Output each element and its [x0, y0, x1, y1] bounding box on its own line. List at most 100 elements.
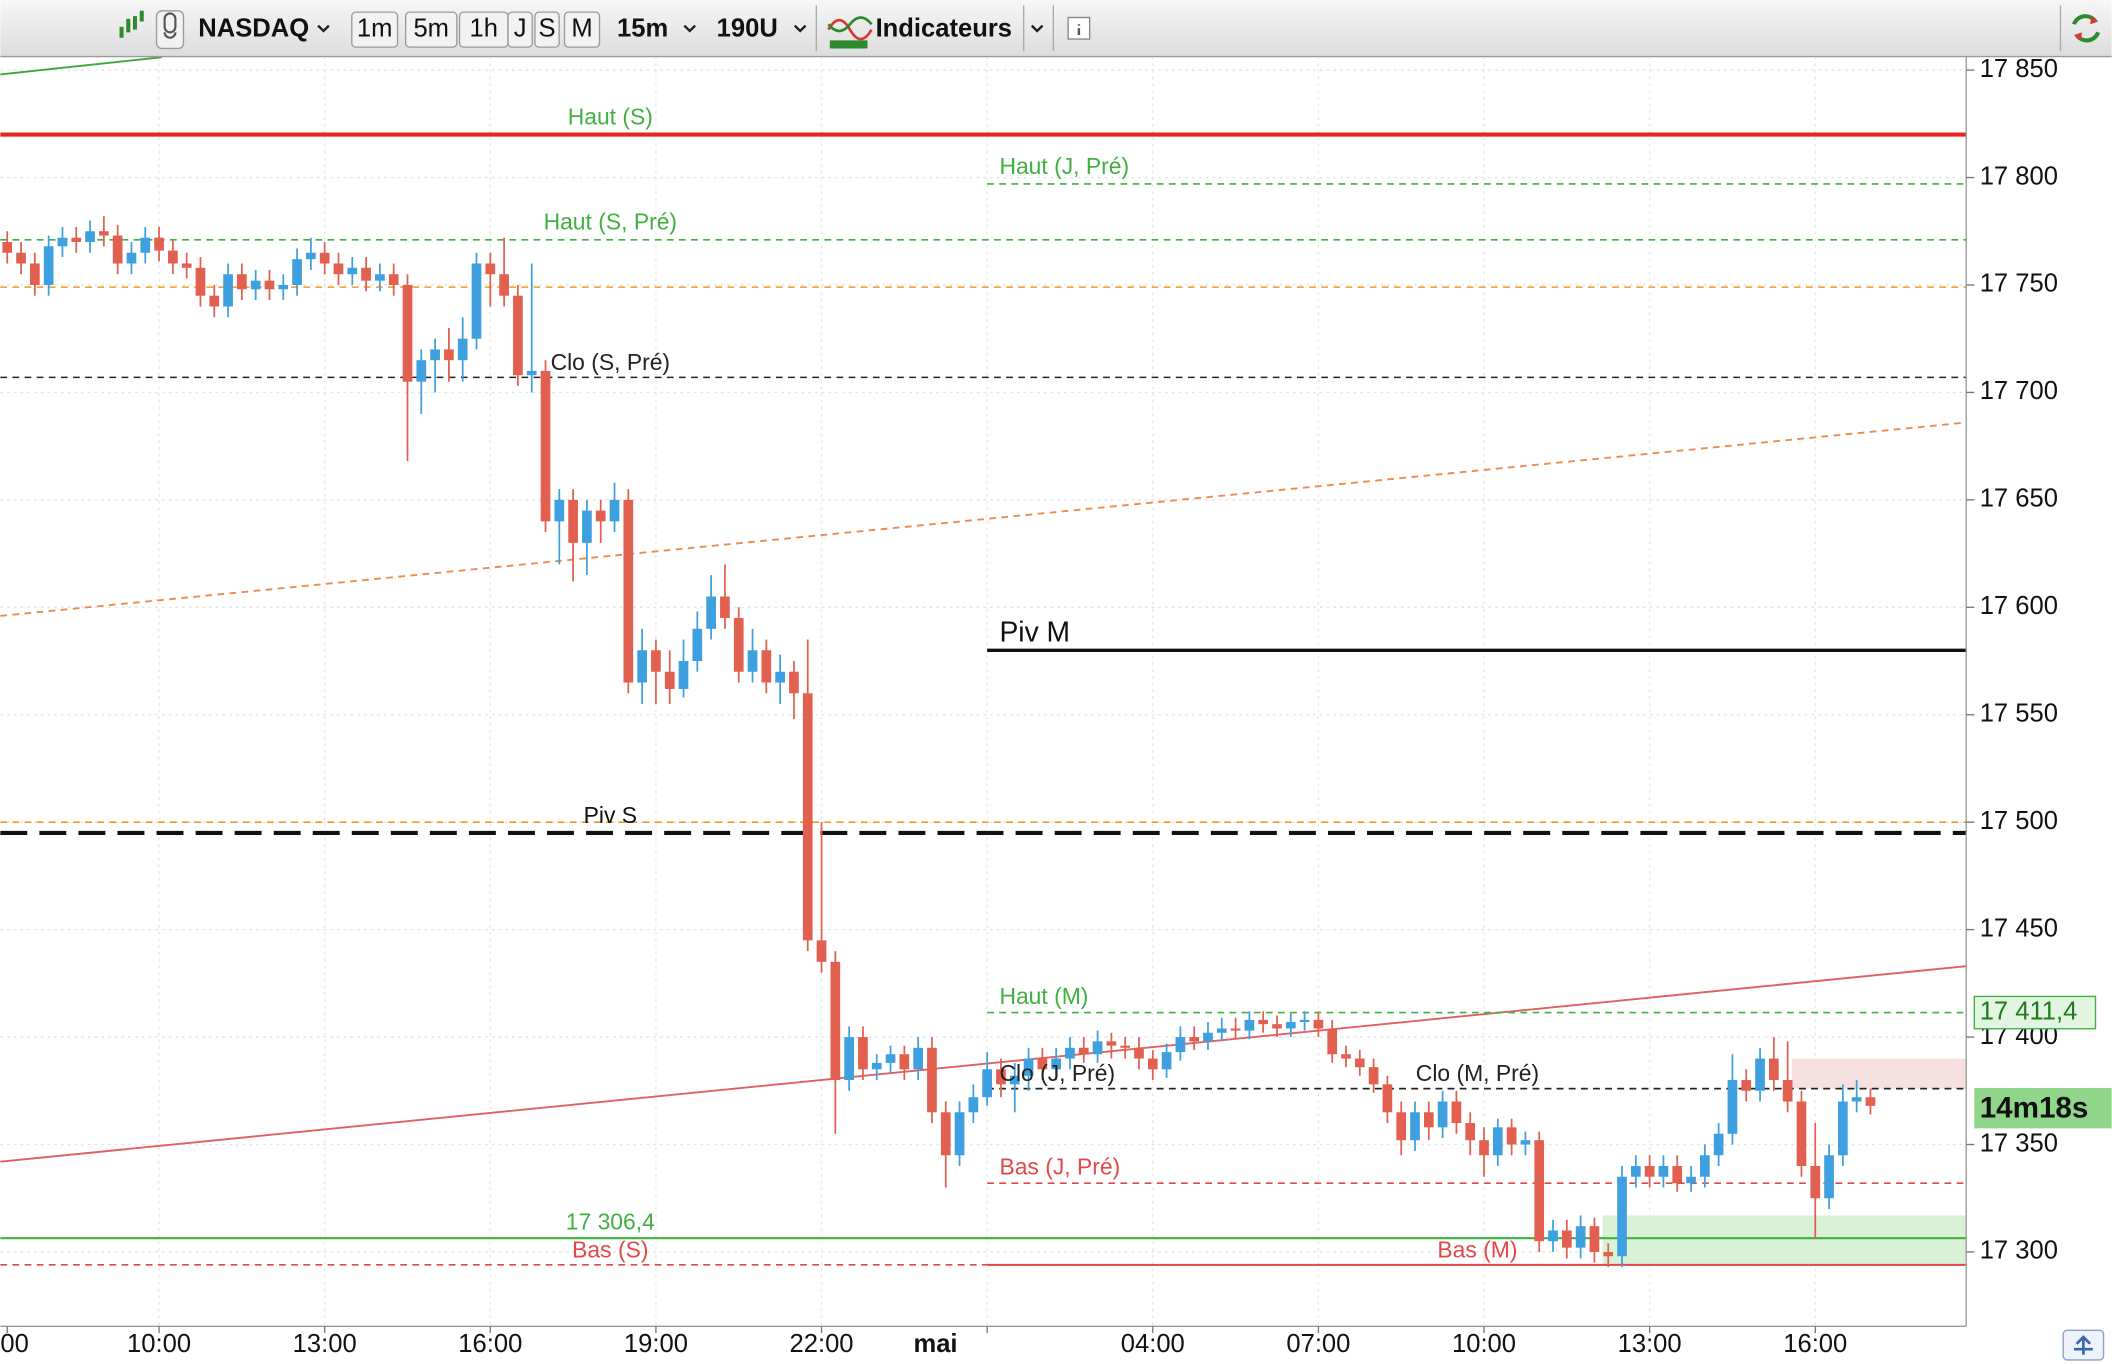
- candle-body: [664, 671, 675, 689]
- candle-body: [416, 360, 427, 382]
- candle-body: [1769, 1058, 1779, 1081]
- candle-body: [1423, 1112, 1434, 1128]
- period-button-label[interactable]: 1m: [357, 14, 393, 42]
- level-label: Clo (M, Pré): [1416, 1060, 1539, 1086]
- plot-area: [0, 56, 1967, 1327]
- y-tick-label: 17 350: [1980, 1129, 2058, 1157]
- candle-body: [499, 274, 509, 296]
- refresh-icon: [2073, 16, 2099, 41]
- candle-body: [996, 1069, 1006, 1085]
- candle-body: [2, 241, 13, 253]
- toolbar: NASDAQ 1m 5m 1h J S M 15m 190U Indicateurs: [0, 0, 2112, 58]
- candle-body: [1534, 1140, 1545, 1242]
- candle-body: [747, 650, 758, 672]
- candle-body: [1189, 1037, 1200, 1042]
- candle-body: [706, 596, 716, 629]
- x-tick-label: 16:00: [458, 1330, 522, 1358]
- x-tick-label: 13:00: [1618, 1330, 1682, 1358]
- candle-body: [1492, 1127, 1503, 1156]
- y-tick-label: 17 600: [1980, 592, 2058, 620]
- candle-body: [1741, 1080, 1752, 1091]
- candle-body: [1479, 1140, 1489, 1156]
- candle-body: [1037, 1058, 1048, 1070]
- candle-body: [1465, 1123, 1476, 1141]
- candle-body: [1299, 1019, 1310, 1023]
- dropdown-arrow[interactable]: [1030, 24, 1044, 33]
- countdown: 14m18s: [1980, 1091, 2089, 1124]
- candle-body: [720, 596, 730, 619]
- level-label: Bas (S): [572, 1236, 648, 1262]
- candle-body: [733, 618, 744, 672]
- candle-body: [85, 231, 95, 242]
- trend-line: [0, 56, 162, 76]
- candle-body: [678, 661, 689, 689]
- candle-body: [899, 1054, 910, 1070]
- candle-body: [1658, 1165, 1669, 1177]
- candle-body: [430, 349, 440, 361]
- candle-body: [1851, 1097, 1862, 1102]
- level-label: Haut (J, Pré): [999, 153, 1129, 179]
- candle-body: [1561, 1230, 1572, 1248]
- candle-body: [609, 499, 620, 522]
- period-button[interactable]: [404, 11, 458, 48]
- period-button[interactable]: [507, 11, 533, 48]
- level-label: Piv M: [999, 616, 1070, 648]
- link-button[interactable]: [155, 10, 185, 50]
- candle-body: [540, 370, 551, 522]
- candle-body: [444, 349, 454, 361]
- period-button[interactable]: [351, 11, 399, 48]
- candle-body: [1589, 1226, 1600, 1252]
- candle-body: [1810, 1165, 1821, 1199]
- period-button-label[interactable]: 1h: [470, 14, 498, 42]
- toolbar-background: [0, 0, 2112, 57]
- y-tick-label: 17 700: [1980, 377, 2058, 405]
- level-label: Bas (M): [1437, 1236, 1517, 1262]
- dropdown-arrow: [793, 24, 807, 33]
- period-button-label[interactable]: S: [538, 14, 555, 42]
- candle-body: [1272, 1024, 1282, 1029]
- period-button[interactable]: [563, 11, 601, 48]
- candle-body: [181, 263, 192, 268]
- candle-body: [223, 274, 233, 307]
- candle-body: [1285, 1022, 1296, 1029]
- info-button[interactable]: [1067, 16, 1091, 40]
- candle-body: [112, 235, 123, 264]
- y-tick-label: 17 450: [1980, 914, 2058, 942]
- interval-selector[interactable]: 15m: [617, 14, 668, 42]
- candle-body: [278, 284, 289, 290]
- y-tick-label: 17 800: [1980, 162, 2058, 190]
- candle-body: [1258, 1019, 1269, 1025]
- period-button-label[interactable]: 5m: [413, 14, 449, 42]
- candle-body: [1686, 1176, 1696, 1184]
- candle-body: [858, 1037, 868, 1070]
- candle-body: [1092, 1041, 1103, 1055]
- symbol-selector[interactable]: NASDAQ: [198, 14, 309, 42]
- candle-body: [940, 1112, 951, 1156]
- candle-body: [1575, 1226, 1586, 1248]
- candle-body: [1672, 1165, 1683, 1184]
- candle-body: [885, 1054, 896, 1063]
- price-tag-label: 17 411,4: [1980, 997, 2078, 1025]
- level-label: Haut (M): [999, 983, 1088, 1009]
- level-label: Haut (S, Pré): [544, 209, 677, 235]
- candle-body: [264, 280, 275, 290]
- dropdown-arrow: [683, 24, 696, 33]
- units-selector[interactable]: 190U: [717, 14, 778, 42]
- candle-body: [802, 693, 813, 941]
- candle-body: [1078, 1047, 1089, 1055]
- period-button-label[interactable]: J: [514, 14, 527, 42]
- x-tick-label: 22:00: [790, 1330, 854, 1358]
- indicator-icon: [829, 40, 868, 49]
- candle-body: [154, 237, 164, 251]
- candle-body: [1009, 1075, 1020, 1085]
- period-button[interactable]: [534, 11, 560, 48]
- candle-body: [1713, 1133, 1724, 1156]
- indicators-button[interactable]: Indicateurs: [876, 14, 1012, 42]
- candle-body: [16, 252, 26, 264]
- chart-type-button[interactable]: [119, 10, 144, 38]
- candle-body: [1617, 1176, 1627, 1257]
- candle-body: [1175, 1037, 1186, 1053]
- period-button-label[interactable]: M: [571, 14, 592, 42]
- x-tick-label: 04:00: [1121, 1330, 1185, 1358]
- candle-body: [1327, 1028, 1338, 1055]
